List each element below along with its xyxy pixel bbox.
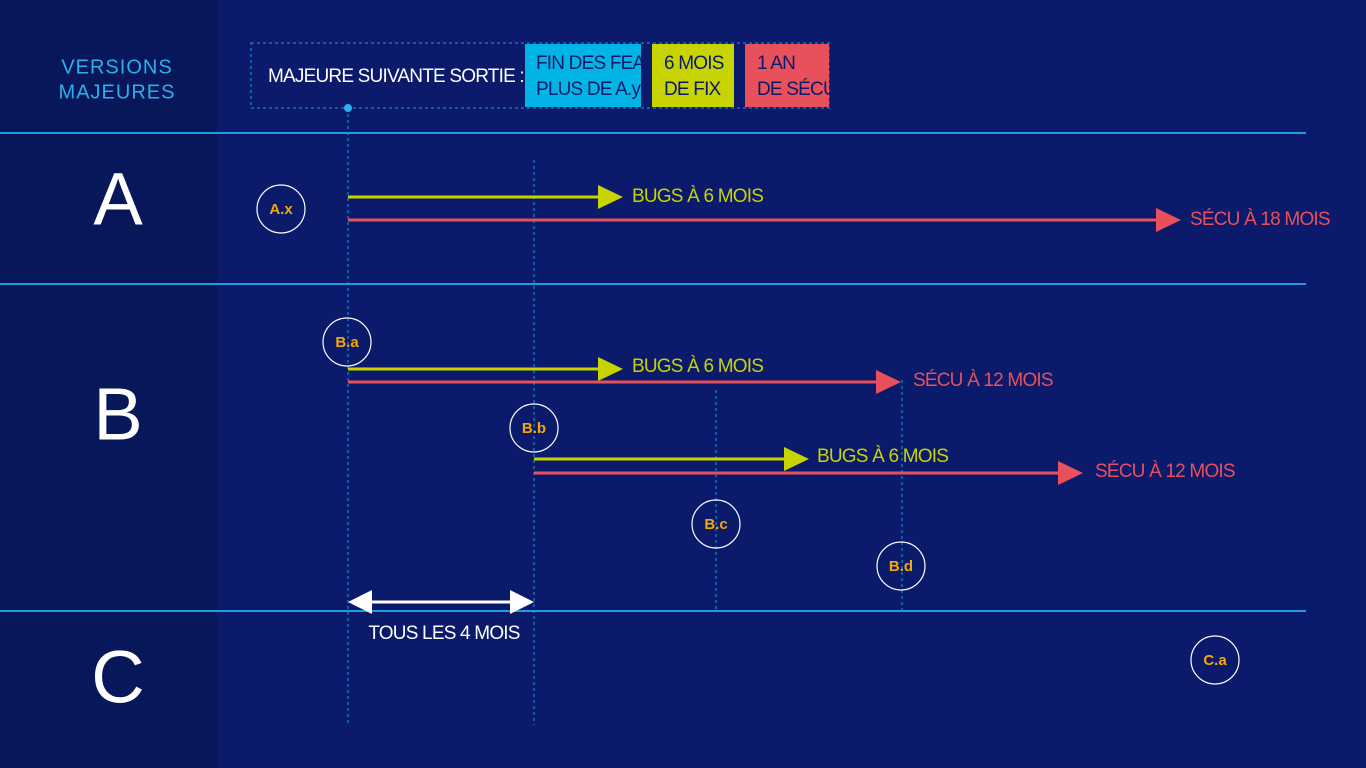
row-label: A [93, 158, 143, 241]
node-label: B.c [704, 516, 727, 533]
node: B.d [876, 541, 926, 591]
legend-item: DE FIX [664, 79, 722, 100]
arrows: BUGS À 6 MOIS SÉCU À 18 MOIS BUGS À 6 MO… [348, 185, 1331, 644]
legend-swatch [652, 44, 734, 107]
arrow-label: BUGS À 6 MOIS [632, 356, 763, 377]
legend-dot [344, 104, 352, 112]
interval-label: TOUS LES 4 MOIS [368, 623, 519, 644]
node-label: B.d [889, 558, 913, 575]
legend-item: PLUS DE A.y [536, 79, 641, 100]
legend-swatch [745, 44, 829, 107]
sidebar-title: VERSIONS [61, 56, 172, 78]
row-separators [0, 132, 1306, 612]
node: A.x [256, 184, 306, 234]
sidebar [0, 0, 217, 768]
legend: MAJEURE SUIVANTE SORTIE : FIN DES FEAT, … [250, 42, 837, 112]
legend-item: FIN DES FEAT, [536, 53, 656, 74]
sidebar-title: MAJEURES [59, 81, 176, 103]
node: B.a [322, 317, 372, 367]
row-label: C [91, 636, 144, 719]
arrow-label: SÉCU À 12 MOIS [1095, 461, 1235, 482]
arrow-label: BUGS À 6 MOIS [632, 186, 763, 207]
legend-item: DE SÉCU [757, 79, 836, 100]
legend-frame [250, 42, 830, 109]
node-label: C.a [1203, 652, 1227, 669]
node-label: B.a [335, 334, 359, 351]
arrow-label: SÉCU À 12 MOIS [913, 370, 1053, 391]
legend-item: 1 AN [757, 53, 795, 74]
node: C.a [1190, 635, 1240, 685]
row-label: B [93, 373, 142, 456]
legend-item: 6 MOIS [664, 53, 724, 74]
node-label: B.b [522, 420, 546, 437]
node: B.c [691, 499, 741, 549]
arrow-label: SÉCU À 18 MOIS [1190, 209, 1330, 230]
arrow-label: BUGS À 6 MOIS [817, 446, 948, 467]
node-label: A.x [269, 201, 293, 218]
node: B.b [509, 403, 559, 453]
legend-swatch [525, 44, 641, 107]
legend-label: MAJEURE SUIVANTE SORTIE : [268, 66, 524, 87]
